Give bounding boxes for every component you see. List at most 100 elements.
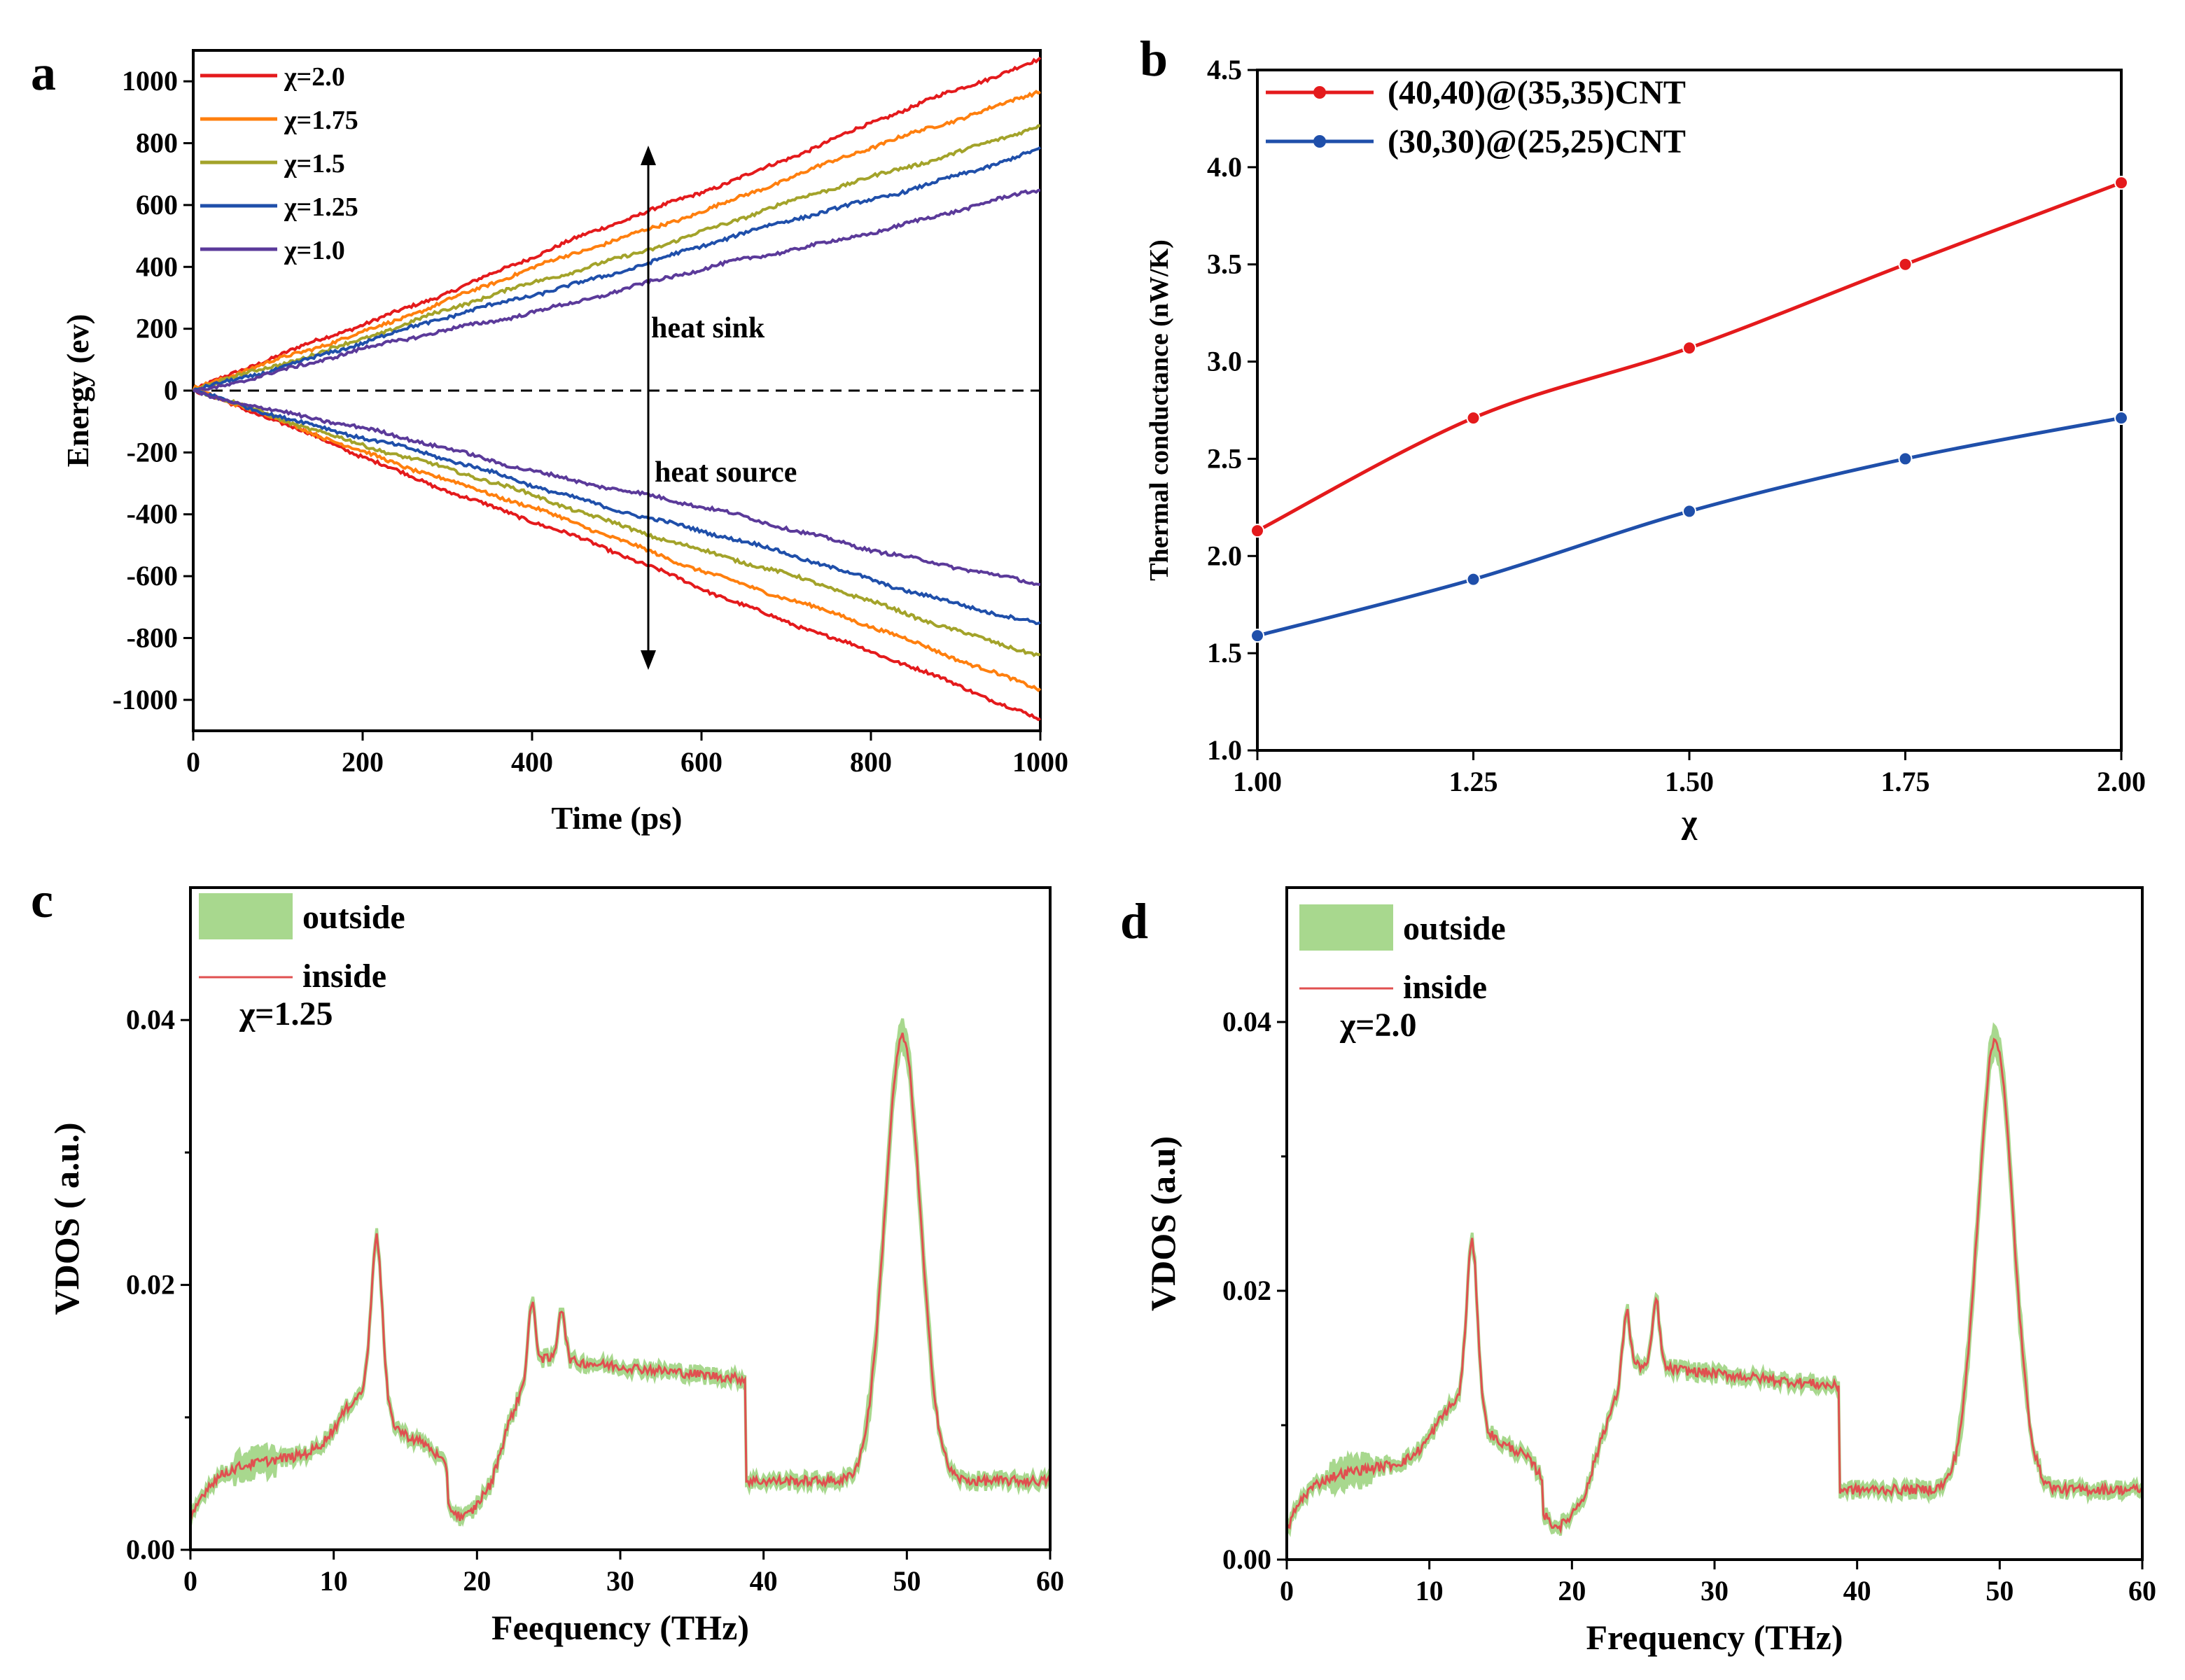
panel-a-heat-sink-label: heat sink bbox=[651, 312, 765, 344]
panel-b-ytick-label: 4.0 bbox=[1207, 151, 1242, 183]
panel-b-legend-marker bbox=[1313, 135, 1326, 148]
panel-a-x-title: Time (ps) bbox=[552, 800, 683, 836]
panel-b-legend-label: (40,40)@(35,35)CNT bbox=[1388, 74, 1686, 111]
panel-d-legend-outside-label: outside bbox=[1403, 910, 1506, 947]
panel-b-y-title: Thermal conductance (nW/K) bbox=[1145, 239, 1174, 581]
panel-c-outside-area bbox=[189, 1018, 1052, 1527]
panel-c-xtick-label: 0 bbox=[183, 1565, 197, 1597]
panel-d-vdos-chart: 0 10 20 30 40 50 60 0.00 0.02 0.04 outside insideχ=… bbox=[1143, 886, 2156, 1657]
panel-d-xtick-label: 40 bbox=[1843, 1575, 1871, 1606]
panel-b-x-title: χ bbox=[1681, 804, 1698, 841]
panel-d-ytick-label: 0.02 bbox=[1222, 1275, 1271, 1306]
panel-a-ytick-label: 200 bbox=[136, 313, 178, 344]
panel-a-series-sink-line bbox=[192, 56, 1042, 392]
panel-a-ytick-label: -400 bbox=[127, 498, 178, 530]
panel-b-legend-label: (30,30)@(25,25)CNT bbox=[1388, 123, 1686, 160]
panel-a-xtick-label: 600 bbox=[680, 746, 722, 778]
panel-d-x-title: Frequency (THz) bbox=[1586, 1618, 1843, 1657]
panel-a-energy-chart: 0 200 400 600 800 1000 -1000 -800 -600 -400 -200 0 2… bbox=[61, 49, 1068, 836]
panel-b-ytick-label: 3.5 bbox=[1207, 248, 1242, 280]
panel-a-series-source-line bbox=[192, 386, 1042, 692]
panel-a-heat-source-label: heat source bbox=[655, 456, 797, 489]
panel-c-inside-line bbox=[189, 1032, 1052, 1523]
panel-b-data-point bbox=[1466, 572, 1481, 587]
panel-a-ytick-label: -800 bbox=[127, 622, 178, 653]
panel-a-ytick-label: 600 bbox=[136, 189, 178, 220]
panel-b-data-point bbox=[1250, 524, 1264, 538]
panel-a-arrow-up-head bbox=[641, 146, 656, 165]
panel-d-legend-outside-swatch bbox=[1299, 904, 1393, 951]
panel-c-ytick-label: 0.02 bbox=[126, 1269, 175, 1301]
panel-d-ytick-label: 0.00 bbox=[1222, 1544, 1271, 1575]
panel-b-conductance-chart: 1.00 1.25 1.50 1.75 2.00 1.0 1.5 2.0 2.5 3.0 3.5 4.… bbox=[1145, 54, 2146, 841]
panel-a-ytick-label: 800 bbox=[136, 127, 178, 159]
panel-a-series-sink-line bbox=[193, 188, 1041, 393]
panel-a-y-title: Energy (ev) bbox=[61, 314, 95, 468]
panel-a-legend-label: χ=1.5 bbox=[284, 149, 345, 178]
panel-d-legend-inside-label: inside bbox=[1403, 969, 1487, 1006]
panel-a-legend-label: χ=1.75 bbox=[284, 106, 358, 135]
panel-b-ytick-label: 2.0 bbox=[1207, 540, 1242, 571]
panel-c-xtick-label: 30 bbox=[606, 1565, 634, 1597]
panel-letter-a: a bbox=[31, 45, 56, 101]
panel-c-ytick-label: 0.04 bbox=[126, 1004, 175, 1035]
panel-a-xtick-label: 0 bbox=[186, 746, 200, 778]
panel-c-xtick-label: 40 bbox=[750, 1565, 778, 1597]
panel-d-ytick-label: 0.04 bbox=[1222, 1006, 1271, 1037]
panel-c-x-title: Feequency (THz) bbox=[491, 1608, 749, 1647]
panel-b-xtick-label: 1.50 bbox=[1665, 766, 1714, 797]
panel-a-series-sink-line bbox=[192, 146, 1042, 392]
panel-d-xtick-label: 30 bbox=[1701, 1575, 1729, 1606]
panel-b-ytick-label: 1.0 bbox=[1207, 734, 1242, 766]
panel-c-ytick-label: 0.00 bbox=[126, 1534, 175, 1565]
panel-a-series-sink-line bbox=[192, 124, 1041, 392]
panel-a-ytick-label: -1000 bbox=[113, 684, 178, 715]
panel-a-xtick-label: 200 bbox=[342, 746, 384, 778]
panel-b-data-point bbox=[1250, 629, 1264, 643]
panel-a-xtick-label: 1000 bbox=[1012, 746, 1068, 778]
panel-b-data-point bbox=[1898, 451, 1913, 466]
panel-a-arrow-down-head bbox=[641, 650, 656, 670]
panel-c-vdos-chart: 0 10 20 30 40 50 60 0.00 0.02 0.04 outside insideχ=… bbox=[47, 886, 1064, 1647]
panel-b-data-point bbox=[1898, 257, 1913, 272]
panel-c-legend-outside-swatch bbox=[199, 893, 293, 939]
panel-d-chi-note: χ=2.0 bbox=[1339, 1007, 1417, 1044]
panel-d-xtick-label: 20 bbox=[1558, 1575, 1586, 1606]
panel-c-legend-inside-label: inside bbox=[302, 958, 386, 995]
panel-c-xtick-label: 60 bbox=[1036, 1565, 1064, 1597]
panel-b-xtick-label: 1.75 bbox=[1881, 766, 1930, 797]
panel-b-data-point bbox=[1466, 411, 1481, 426]
panel-b-data-point bbox=[1682, 341, 1696, 356]
panel-c-xtick-label: 50 bbox=[893, 1565, 921, 1597]
panel-a-ytick-label: -200 bbox=[127, 436, 178, 468]
panel-b-xtick-label: 2.00 bbox=[2097, 766, 2146, 797]
panel-a-ytick-label: 400 bbox=[136, 251, 178, 282]
panel-d-xtick-label: 10 bbox=[1416, 1575, 1444, 1606]
panel-a-legend-label: χ=1.0 bbox=[284, 236, 345, 265]
panel-b-xtick-label: 1.00 bbox=[1233, 766, 1282, 797]
panel-b-ytick-label: 2.5 bbox=[1207, 442, 1242, 474]
panel-b-ytick-label: 3.0 bbox=[1207, 346, 1242, 377]
panel-a-legend-label: χ=1.25 bbox=[284, 192, 358, 222]
panel-letter-c: c bbox=[31, 872, 53, 928]
panel-a-series-source-line bbox=[193, 388, 1041, 657]
panel-d-inside-line bbox=[1285, 1037, 2144, 1534]
panel-b-frame bbox=[1256, 69, 2123, 752]
panel-b-legend-marker bbox=[1313, 86, 1326, 99]
panel-b-xtick-label: 1.25 bbox=[1449, 766, 1498, 797]
panel-a-ytick-label: 1000 bbox=[122, 65, 178, 97]
panel-a-ytick-label: 0 bbox=[164, 374, 178, 406]
panel-b-data-point bbox=[2114, 176, 2128, 190]
panel-letter-b: b bbox=[1140, 31, 1168, 87]
panel-a-xtick-label: 800 bbox=[850, 746, 892, 778]
panel-d-y-title: VDOS (a.u) bbox=[1143, 1136, 1182, 1311]
panel-b-data-point bbox=[2114, 411, 2128, 426]
panel-b-data-point bbox=[1682, 504, 1696, 519]
panel-d-xtick-label: 50 bbox=[1985, 1575, 2013, 1606]
panel-a-xtick-label: 400 bbox=[511, 746, 553, 778]
panel-d-xtick-label: 60 bbox=[2128, 1575, 2156, 1606]
panel-a-series-source-line bbox=[193, 388, 1041, 722]
panel-a-series-source-line bbox=[193, 389, 1041, 626]
panel-c-chi-note: χ=1.25 bbox=[239, 995, 333, 1032]
